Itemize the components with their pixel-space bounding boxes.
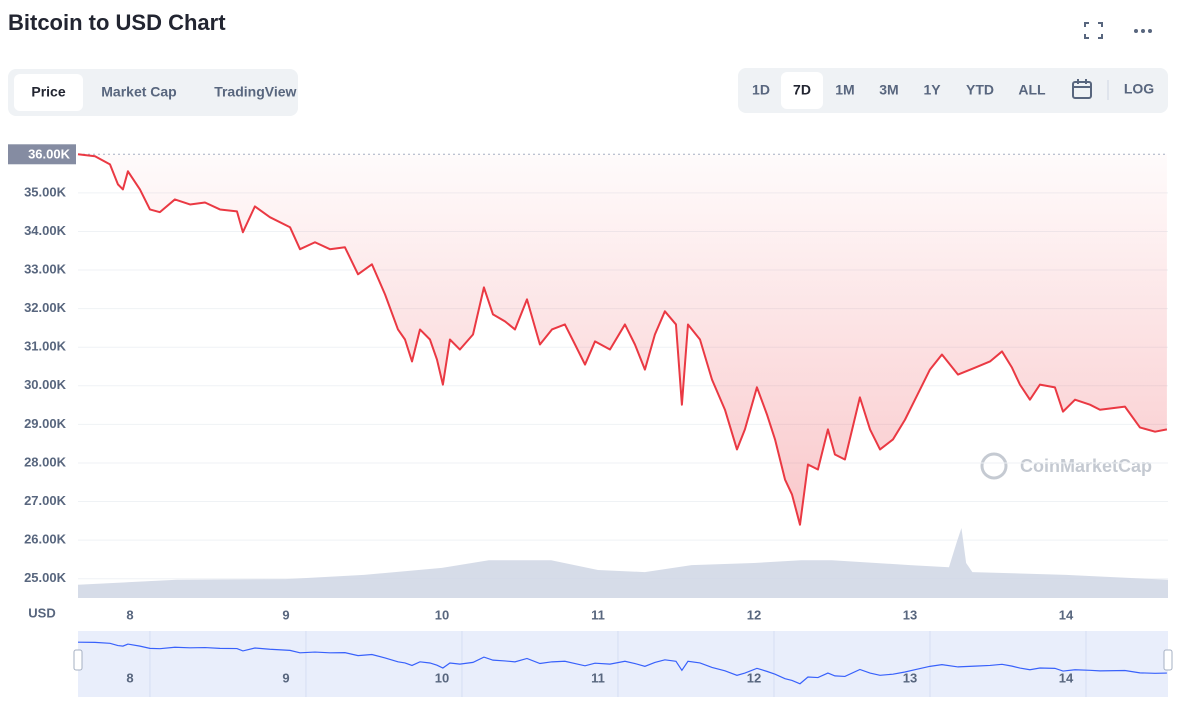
tab[interactable]: Price	[31, 84, 65, 100]
navigator-tick-label: 9	[282, 670, 289, 685]
volume-area	[78, 528, 1168, 598]
calendar-icon[interactable]	[1072, 79, 1092, 99]
more-icon[interactable]	[1134, 29, 1152, 33]
y-tick-label: 35.00K	[24, 184, 67, 199]
navigator-tick-label: 8	[126, 670, 133, 685]
navigator-tick-label: 10	[435, 670, 449, 685]
y-tick-label: 30.00K	[24, 377, 67, 392]
navigator-tick-label: 12	[747, 670, 761, 685]
range-button[interactable]: 1Y	[923, 82, 941, 98]
price-line	[77, 153, 1168, 526]
range-button[interactable]: 1D	[752, 82, 770, 98]
x-tick-label: 11	[591, 607, 605, 622]
navigator-handle[interactable]	[1163, 649, 1173, 671]
x-tick-label: 13	[903, 607, 917, 622]
y-tick-label: 33.00K	[24, 261, 67, 276]
navigator-tick-label: 11	[591, 670, 605, 685]
navigator-tick-label: 14	[1059, 670, 1074, 685]
x-tick-label: 14	[1059, 607, 1074, 622]
tab[interactable]: Market Cap	[101, 84, 176, 100]
y-tick-label: 32.00K	[24, 300, 67, 315]
x-tick-label: 12	[747, 607, 761, 622]
x-tick-label: 9	[282, 607, 289, 622]
y-tick-label: 25.00K	[24, 570, 67, 585]
y-tick-label: 34.00K	[24, 223, 67, 238]
navigator-tick-label: 13	[903, 670, 917, 685]
range-button[interactable]: ALL	[1018, 82, 1046, 98]
log-button[interactable]: LOG	[1124, 81, 1154, 97]
y-tick-label: 26.00K	[24, 532, 67, 547]
reference-label-bg	[8, 144, 76, 165]
y-tick-label: 27.00K	[24, 493, 67, 508]
navigator-bg	[78, 631, 1168, 697]
reference-label: 36.00K	[28, 147, 71, 162]
navigator-line	[77, 641, 1167, 685]
watermark-text: CoinMarketCap	[1020, 456, 1152, 476]
chart-title: Bitcoin to USD Chart	[8, 10, 226, 35]
range-button[interactable]: YTD	[966, 82, 994, 98]
navigator-handle[interactable]	[73, 649, 83, 671]
range-active-bg	[781, 72, 823, 109]
x-tick-label: 10	[435, 607, 449, 622]
x-tick-label: 8	[126, 607, 133, 622]
range-group	[738, 68, 1168, 113]
tab[interactable]: TradingView	[214, 84, 296, 100]
fullscreen-icon[interactable]	[1084, 22, 1103, 39]
range-button[interactable]: 3M	[879, 82, 898, 98]
watermark: CoinMarketCap	[980, 452, 1152, 480]
tab-active-bg	[14, 74, 83, 111]
range-button[interactable]: 7D	[793, 82, 811, 98]
y-tick-label: 31.00K	[24, 339, 67, 354]
y-tick-label: 28.00K	[24, 454, 67, 469]
axis-unit: USD	[28, 605, 55, 620]
range-button[interactable]: 1M	[835, 82, 854, 98]
y-tick-label: 29.00K	[24, 416, 67, 431]
price-area	[78, 154, 1167, 525]
